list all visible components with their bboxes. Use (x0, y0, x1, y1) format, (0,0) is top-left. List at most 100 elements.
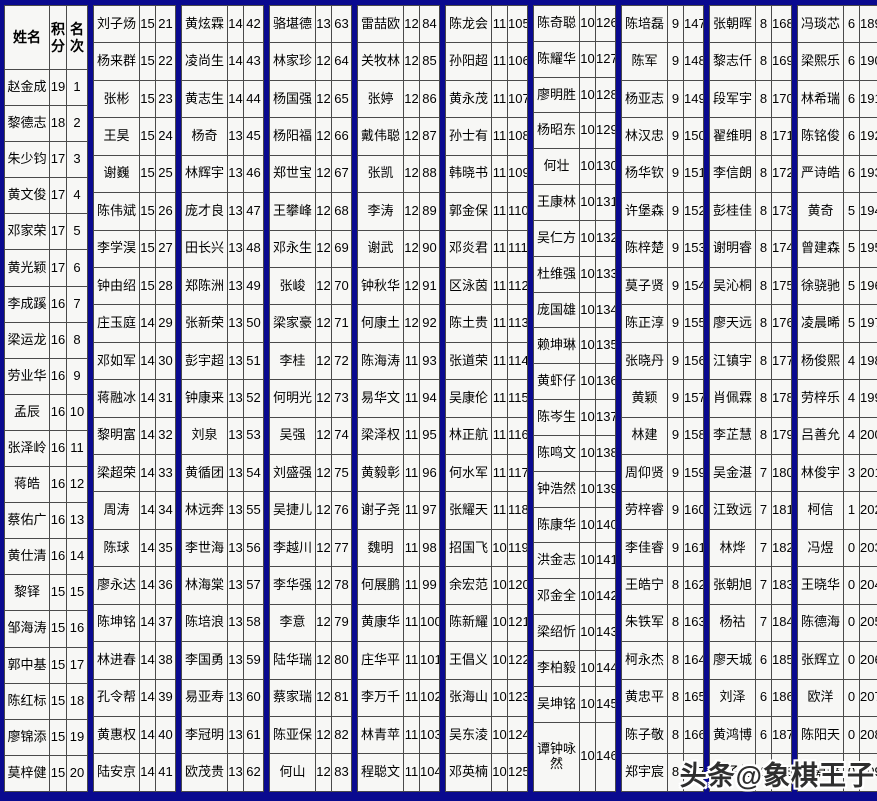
player-name: 陈奇聪 (533, 5, 580, 42)
player-score: 15 (49, 610, 67, 648)
player-score: 7 (755, 603, 772, 643)
player-name: 何山 (269, 753, 316, 792)
player-name: 李意 (269, 603, 316, 643)
player-row: 梁超荣 14 33 (93, 454, 176, 493)
player-row: 陈红标 15 18 (4, 682, 88, 720)
player-score: 7 (755, 454, 772, 493)
player-score: 13 (227, 566, 244, 605)
player-row: 梁泽权 11 95 (357, 416, 440, 456)
player-score: 12 (315, 753, 332, 792)
player-score: 14 (139, 716, 156, 755)
player-rank: 208 (859, 716, 877, 755)
player-rank: 13 (66, 502, 88, 540)
player-score: 14 (227, 4, 244, 44)
player-row: 劳梓乐4199 (797, 379, 877, 418)
player-row: 钟浩然10139 (533, 470, 616, 508)
player-rank: 3 (66, 141, 88, 179)
player-name: 黄毅彰 (357, 454, 404, 493)
player-row: 陈亚保 12 82 (269, 716, 352, 755)
player-rank: 67 (331, 154, 352, 194)
player-rank: 41 (155, 753, 176, 792)
player-name: 梁熙乐 (797, 42, 844, 81)
player-row: 刘泽6186 (709, 678, 792, 718)
player-rank: 184 (771, 603, 792, 643)
player-rank: 53 (243, 416, 264, 456)
player-score: 13 (227, 454, 244, 493)
player-row: 吴捷儿 12 76 (269, 491, 352, 530)
player-score: 9 (667, 154, 684, 194)
player-name: 魏明 (357, 528, 404, 568)
player-row: 张峻 12 70 (269, 266, 352, 306)
player-row: 陈铭俊6192 (797, 117, 877, 156)
player-rank: 191 (859, 79, 877, 119)
player-row: 黄惠权 14 40 (93, 716, 176, 755)
player-name: 莫子贤 (621, 266, 668, 306)
player-score: 8 (755, 42, 772, 81)
player-row: 易亚寿 13 60 (181, 678, 264, 718)
player-score: 15 (139, 192, 156, 231)
player-rank: 177 (771, 341, 792, 381)
player-name: 王皓宁 (621, 566, 668, 605)
player-rank: 207 (859, 678, 877, 718)
player-score: 10 (579, 184, 596, 221)
player-rank: 56 (243, 528, 264, 568)
player-score: 9 (667, 379, 684, 418)
player-name: 黄鸿博 (709, 716, 756, 755)
player-rank: 57 (243, 566, 264, 605)
player-row: 谢巍 15 25 (93, 154, 176, 194)
player-rank: 158 (683, 416, 704, 456)
player-name: 程聪文 (357, 753, 404, 792)
player-row: 林家珍 12 64 (269, 42, 352, 81)
player-rank: 130 (595, 148, 616, 186)
player-name: 雷喆欧 (357, 4, 404, 44)
player-score: 11 (491, 154, 508, 194)
player-row: 黎志仟8169 (709, 42, 792, 81)
player-name: 何明光 (269, 379, 316, 418)
player-name: 柯永杰 (621, 641, 668, 680)
player-score: 9 (667, 117, 684, 156)
player-name: 李冠明 (181, 716, 228, 755)
player-name: 吴捷儿 (269, 491, 316, 530)
ranking-column-1: 姓名 积分 名次 赵金成 19 1 黎德志 18 2 朱少钧 17 3 黄文俊 17 4 邓家荣 17 5 黄光颖 1… (4, 5, 88, 793)
player-rank: 65 (331, 79, 352, 119)
player-name: 李世海 (181, 528, 228, 568)
player-rank: 199 (859, 379, 877, 418)
player-name: 张彬 (93, 79, 140, 119)
player-row: 王皓宁8162 (621, 566, 704, 605)
player-row: 陈新耀10121 (445, 603, 528, 643)
player-score: 0 (843, 528, 860, 568)
player-name: 何水军 (445, 454, 492, 493)
player-rank: 144 (595, 649, 616, 687)
player-score: 6 (755, 716, 772, 755)
player-row: 陈奇聪10126 (533, 5, 616, 42)
player-row: 张海山10123 (445, 678, 528, 718)
player-name: 陈正淳 (621, 304, 668, 343)
player-name: 邓金全 (533, 578, 580, 616)
player-row: 赵金成 19 1 (4, 68, 88, 107)
player-rank: 88 (419, 154, 440, 194)
ranking-column-4: 骆堪德 13 63 林家珍 12 64 杨国强 12 65 杨阳福 12 66 郑世宝 12 67 王攀峰 12… (269, 4, 352, 792)
player-score: 8 (755, 229, 772, 268)
player-row: 陈德海0205 (797, 603, 877, 643)
player-name: 黄康华 (357, 603, 404, 643)
player-name: 杨亚志 (621, 79, 668, 119)
player-rank: 17 (66, 646, 88, 684)
player-name: 陈龙会 (445, 4, 492, 44)
player-score: 12 (315, 416, 332, 456)
player-score: 8 (755, 379, 772, 418)
player-rank: 175 (771, 266, 792, 306)
player-score: 10 (579, 614, 596, 651)
player-row: 余宏范10120 (445, 566, 528, 605)
player-row: 陈岑生10137 (533, 399, 616, 436)
player-name: 陈红标 (4, 682, 50, 720)
player-score: 10 (579, 291, 596, 329)
player-name: 骆堪德 (269, 4, 316, 44)
player-rank: 38 (155, 641, 176, 680)
player-score: 11 (403, 454, 420, 493)
player-rank: 128 (595, 76, 616, 114)
player-row: 柯永杰8164 (621, 641, 704, 680)
player-name: 廖天远 (709, 304, 756, 343)
player-name: 邹海涛 (4, 610, 50, 648)
player-name: 曾建森 (797, 229, 844, 268)
player-rank: 7 (66, 285, 88, 323)
